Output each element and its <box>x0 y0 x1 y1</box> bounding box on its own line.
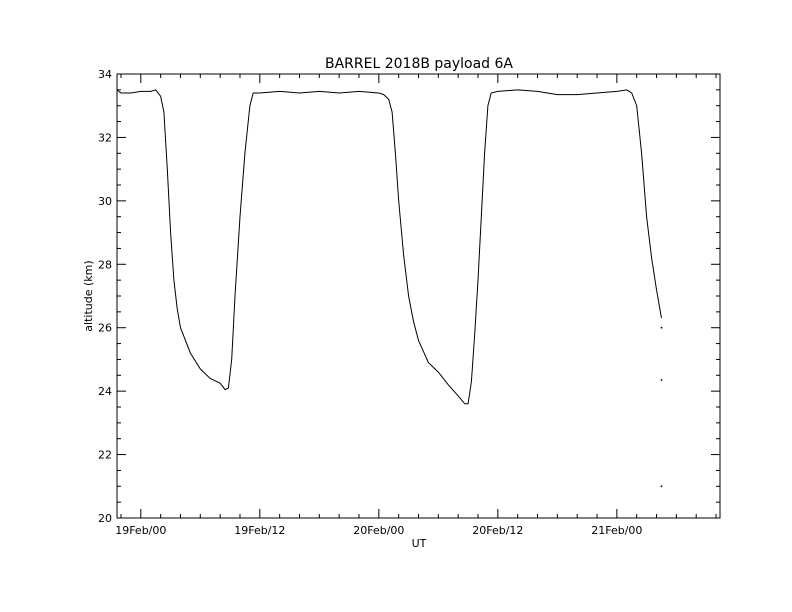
series-line-0 <box>116 89 662 405</box>
outlier-point <box>660 326 663 329</box>
y-axis: 20 22 24 26 28 30 32 34 <box>98 68 720 525</box>
x-tick-label: 21Feb/00 <box>591 524 642 537</box>
y-tick-label: 26 <box>98 322 112 335</box>
x-tick-label: 20Feb/00 <box>353 524 404 537</box>
y-tick-label: 32 <box>98 131 112 144</box>
y-tick-label: 28 <box>98 258 112 271</box>
x-tick-label: 19Feb/00 <box>115 524 166 537</box>
x-axis: 19Feb/00 19Feb/12 20Feb/00 20Feb/12 21Feb/00 <box>115 74 717 537</box>
x-tick-label: 19Feb/12 <box>234 524 285 537</box>
plot-area <box>116 89 663 488</box>
y-tick-label: 22 <box>98 449 112 462</box>
y-tick-label: 34 <box>98 68 112 81</box>
chart-title: BARREL 2018B payload 6A <box>325 56 513 72</box>
outlier-point <box>660 485 663 488</box>
y-axis-label: altitude (km) <box>82 260 95 331</box>
plot-frame <box>116 73 721 519</box>
x-axis-label: UT <box>412 537 427 550</box>
x-tick-label: 20Feb/12 <box>472 524 523 537</box>
y-tick-label: 24 <box>98 385 112 398</box>
y-tick-label: 30 <box>98 195 112 208</box>
y-tick-label: 20 <box>98 512 112 525</box>
outlier-point <box>660 379 663 381</box>
